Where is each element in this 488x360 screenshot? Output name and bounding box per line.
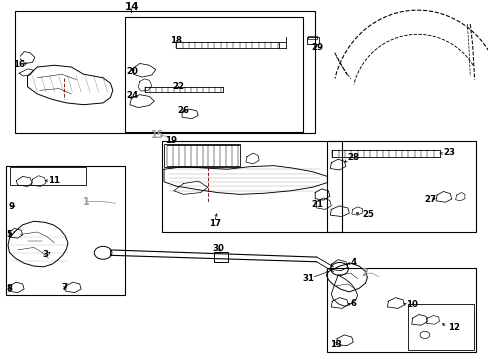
Text: 13: 13 (329, 341, 341, 350)
Bar (306, 37, 318, 44)
Text: 5: 5 (6, 230, 12, 239)
Text: 18: 18 (170, 36, 182, 45)
Bar (163, 144, 239, 167)
Text: 22: 22 (172, 82, 184, 91)
Bar (125, 17, 303, 132)
Text: 16: 16 (13, 60, 25, 69)
Text: 21: 21 (311, 200, 323, 209)
Text: 23: 23 (443, 148, 454, 157)
Text: 12: 12 (447, 323, 459, 332)
Text: 30: 30 (212, 244, 224, 253)
Bar (161, 140, 341, 232)
Text: 10: 10 (406, 300, 417, 309)
Text: 1: 1 (82, 197, 89, 207)
Text: 29: 29 (311, 43, 323, 52)
Text: 19: 19 (165, 136, 177, 145)
Bar (214, 252, 227, 262)
Text: 15: 15 (151, 130, 164, 140)
Text: 7: 7 (61, 283, 68, 292)
Bar (15, 12, 315, 134)
Text: 28: 28 (346, 153, 358, 162)
Bar (327, 140, 475, 232)
Text: 9: 9 (8, 202, 14, 211)
Text: 20: 20 (126, 67, 138, 76)
Text: 25: 25 (362, 210, 374, 219)
Text: 31: 31 (302, 274, 313, 283)
Text: 26: 26 (177, 105, 189, 114)
Text: 11: 11 (48, 176, 61, 185)
Text: 2: 2 (361, 268, 367, 278)
Text: 24: 24 (126, 91, 138, 100)
Text: 17: 17 (209, 219, 221, 228)
Bar (308, 36, 317, 40)
Text: 3: 3 (42, 250, 48, 259)
Bar (5, 166, 125, 295)
Text: 8: 8 (6, 284, 13, 293)
Text: 14: 14 (125, 2, 140, 12)
Bar (10, 167, 86, 185)
Bar (327, 268, 475, 352)
Text: 4: 4 (350, 258, 356, 267)
Text: 6: 6 (350, 299, 356, 308)
Text: 27: 27 (423, 195, 435, 204)
Bar (407, 304, 473, 350)
